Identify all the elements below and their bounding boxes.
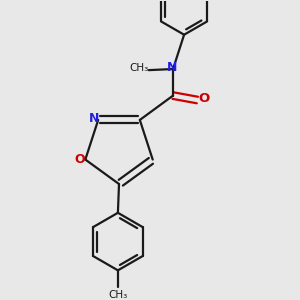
Text: CH₃: CH₃ (108, 290, 128, 300)
Text: N: N (167, 61, 177, 74)
Text: O: O (198, 92, 210, 105)
Text: O: O (74, 153, 85, 166)
Text: N: N (88, 112, 99, 125)
Text: CH₃: CH₃ (129, 63, 148, 73)
